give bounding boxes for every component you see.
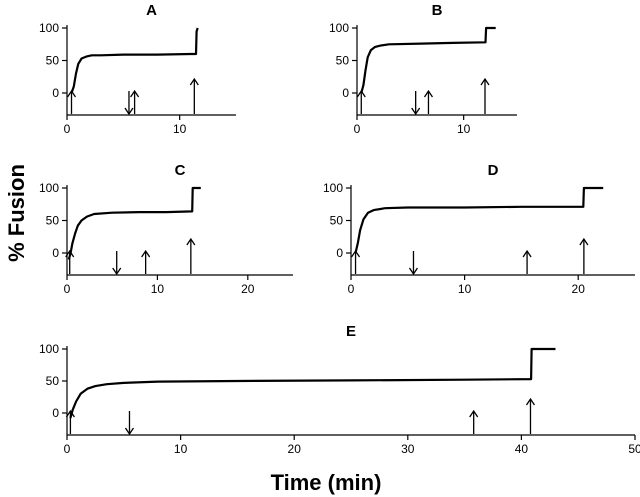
arrow-down-b	[411, 91, 421, 116]
arrow-down-d	[408, 251, 419, 276]
arrow-down-e	[124, 411, 135, 436]
arrow-head	[408, 267, 419, 276]
arrow-up-c	[141, 249, 151, 274]
panel-label-b: B	[432, 2, 443, 19]
panel-c: C 0 50 100 0 10 20	[39, 162, 293, 296]
fusion-trace-c	[67, 186, 201, 260]
arrow-head	[186, 237, 196, 246]
x-tick-label: 30	[401, 442, 415, 456]
arrow-up-b	[356, 89, 366, 114]
y-tick-label: 50	[336, 54, 350, 68]
arrow-head	[124, 427, 135, 436]
arrow-head	[525, 397, 536, 406]
x-tick-label: 10	[151, 282, 165, 296]
x-tick-label: 10	[458, 282, 472, 296]
y-tick-label: 50	[46, 214, 60, 228]
fusion-trace-b	[360, 26, 496, 94]
y-tick-label: 100	[329, 21, 349, 35]
panel-label-e: E	[346, 323, 356, 340]
x-tick-label: 10	[457, 122, 471, 136]
arrow-down-c	[112, 251, 122, 276]
arrow-head	[124, 107, 134, 116]
y-tick-label: 0	[342, 86, 349, 100]
panel-label-c: C	[175, 162, 186, 179]
x-axis-title: Time (min)	[271, 470, 382, 495]
panel-d: D 0 50 100 0 10 20	[323, 162, 635, 296]
arrow-head	[189, 77, 199, 86]
arrow-head	[65, 409, 75, 418]
x-tick-label: 20	[241, 282, 255, 296]
arrow-up-a	[66, 89, 77, 114]
arrow-head	[356, 89, 366, 98]
arrow-up-e	[469, 409, 479, 434]
arrow-head	[469, 409, 479, 418]
arrow-head	[130, 89, 140, 98]
arrow-up-a	[189, 77, 199, 114]
arrow-head	[66, 89, 77, 98]
x-tick-label: 10	[173, 122, 187, 136]
x-tick-label: 0	[348, 282, 355, 296]
y-axis-title: % Fusion	[4, 164, 29, 262]
fusion-trace-e	[69, 347, 556, 419]
arrow-up-c	[186, 237, 196, 274]
x-tick-label: 0	[64, 442, 71, 456]
arrow-up-d	[351, 249, 361, 274]
x-tick-label: 20	[288, 442, 302, 456]
panel-label-d: D	[488, 162, 499, 179]
arrow-up-a	[130, 89, 140, 114]
arrow-up-d	[522, 249, 532, 274]
y-tick-label: 0	[52, 86, 59, 100]
arrow-head	[480, 77, 490, 86]
y-tick-label: 100	[39, 21, 59, 35]
arrow-up-c	[65, 249, 75, 274]
panel-e: E 0 50 100 0 10 20 30 40 50	[39, 323, 640, 456]
arrow-up-e	[525, 397, 536, 434]
panel-label-a: A	[146, 2, 157, 19]
arrow-up-b	[480, 77, 490, 114]
y-tick-label: 0	[52, 406, 59, 420]
x-tick-label: 10	[174, 442, 188, 456]
y-tick-label: 0	[52, 246, 59, 260]
panel-a: A 0 50 100 0 10	[39, 2, 236, 136]
arrow-head	[112, 267, 122, 276]
x-tick-label: 20	[572, 282, 586, 296]
y-tick-label: 100	[39, 342, 59, 356]
arrow-head	[579, 237, 589, 246]
arrow-head	[65, 249, 75, 258]
arrow-up-d	[579, 237, 589, 274]
y-tick-label: 0	[336, 246, 343, 260]
y-tick-label: 50	[46, 54, 60, 68]
y-tick-label: 100	[323, 181, 343, 195]
fusion-trace-d	[354, 186, 604, 254]
y-tick-label: 100	[39, 181, 59, 195]
y-tick-label: 50	[330, 214, 344, 228]
arrow-head	[411, 107, 421, 116]
x-tick-label: 0	[64, 122, 71, 136]
arrow-head	[351, 249, 361, 258]
panel-b: B 0 50 100 0 10	[329, 2, 517, 136]
arrow-head	[423, 89, 434, 98]
arrow-down-a	[124, 91, 134, 116]
arrow-head	[522, 249, 532, 258]
fusion-trace-a	[70, 27, 199, 94]
x-tick-label: 40	[515, 442, 529, 456]
arrow-up-b	[423, 89, 434, 114]
x-tick-label: 50	[628, 442, 640, 456]
x-tick-label: 0	[64, 282, 71, 296]
y-tick-label: 50	[46, 374, 60, 388]
arrow-up-e	[65, 409, 75, 434]
arrow-head	[141, 249, 151, 258]
x-tick-label: 0	[354, 122, 361, 136]
